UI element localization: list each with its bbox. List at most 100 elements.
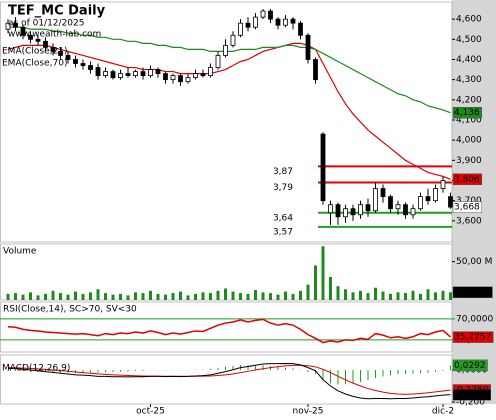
volume-bar [411, 290, 415, 300]
histogram-bar [15, 370, 16, 371]
candle-body [365, 204, 371, 212]
histogram-bar [30, 370, 31, 372]
histogram-bar [382, 370, 384, 377]
value-box-label: 10,07 M [454, 288, 490, 298]
volume-bar [6, 293, 10, 300]
value-box [452, 388, 491, 401]
candle-body [140, 71, 146, 77]
volume-bar [104, 293, 107, 300]
histogram-bar [405, 370, 406, 374]
histogram-bar [52, 370, 54, 373]
histogram-bar [390, 370, 391, 376]
volume-bar [21, 294, 25, 300]
volume-bar [351, 292, 355, 300]
volume-bar [224, 288, 227, 300]
volume-bar [111, 294, 115, 300]
histogram-bar [397, 370, 399, 375]
volume-bar [89, 292, 92, 300]
histogram-bar [285, 367, 286, 371]
level-label: 3,87 [273, 167, 293, 177]
volume-bar [59, 293, 62, 300]
y-tick-label: 3,600 [456, 216, 482, 226]
candle-body [20, 26, 26, 36]
value-box-label: 35,2757 [454, 333, 491, 343]
volume-bar [434, 292, 437, 300]
x-tick-label: dic-2 [432, 407, 454, 417]
subtitle: as of 01/12/2025 [8, 19, 84, 29]
candle-body [133, 71, 138, 77]
candle-body [395, 204, 401, 210]
candle-body [208, 67, 213, 77]
histogram-bar [412, 370, 414, 374]
volume-bar [51, 290, 55, 300]
histogram-bar [60, 370, 61, 373]
x-tick-label: nov-25 [293, 407, 324, 417]
volume-bar [299, 290, 302, 300]
y-tick-label: 4,400 [456, 55, 482, 65]
candle-body [163, 73, 168, 81]
candle-body [28, 34, 33, 40]
series-line [8, 26, 451, 114]
series-line [7, 318, 451, 344]
volume-bar [201, 292, 205, 300]
volume-bar [231, 291, 235, 300]
candle-body [118, 73, 123, 79]
histogram-bar [112, 370, 114, 372]
candle-body [43, 40, 48, 48]
value-box [452, 106, 483, 119]
volume-bar [419, 293, 422, 300]
y-tick-label: 4,600 [456, 15, 482, 25]
value-box [452, 286, 493, 299]
volume-bar [329, 276, 332, 300]
volume-bar [96, 289, 100, 300]
candle-body [178, 75, 183, 83]
histogram-bar [217, 367, 219, 371]
candle-body [88, 65, 93, 70]
histogram-bar [142, 370, 144, 371]
candle-body [410, 208, 416, 216]
value-box [452, 201, 483, 213]
histogram-bar [22, 370, 24, 372]
histogram-bar [442, 370, 444, 371]
candle-body [388, 196, 393, 210]
volume-bar [344, 289, 347, 300]
volume-bar [306, 284, 310, 300]
volume-bar [216, 290, 220, 300]
y-tick-label: 4,500 [456, 35, 482, 45]
volume-bar [449, 292, 452, 300]
y-tick-label: 3,900 [456, 156, 482, 166]
volume-bar [156, 293, 160, 300]
histogram-bar [330, 370, 331, 384]
volume-bar [66, 294, 70, 300]
candle-body [335, 204, 341, 218]
candle-body [148, 69, 153, 77]
volume-bar [171, 293, 175, 300]
volume-bar [179, 291, 182, 300]
candle-body [290, 18, 296, 24]
value-box-label: 3,806 [454, 175, 480, 185]
volume-bar [149, 290, 152, 300]
candle-body [238, 22, 243, 36]
histogram-bar [105, 370, 106, 373]
candle-body [320, 133, 326, 202]
histogram-bar [127, 370, 129, 372]
x-tick-label: oct-25 [136, 407, 165, 417]
volume-bar [134, 292, 137, 300]
candle-body [380, 188, 386, 198]
histogram-bar [90, 370, 91, 373]
histogram-bar [262, 365, 264, 371]
candle-body [260, 10, 266, 18]
candle-body [103, 71, 108, 77]
value-box-label: 0,0292 [454, 361, 486, 371]
y-tick-label: -0,200 [456, 398, 485, 408]
value-box-label: 4,136 [454, 108, 480, 118]
candle-body [373, 188, 378, 212]
candle-body [275, 18, 281, 26]
volume-bar [396, 292, 400, 300]
volume-bar [366, 293, 370, 300]
histogram-bar [337, 370, 339, 385]
volume-bar [336, 286, 340, 300]
histogram-bar [97, 370, 99, 373]
legend-entry: EMA(Close,21) [2, 47, 67, 57]
